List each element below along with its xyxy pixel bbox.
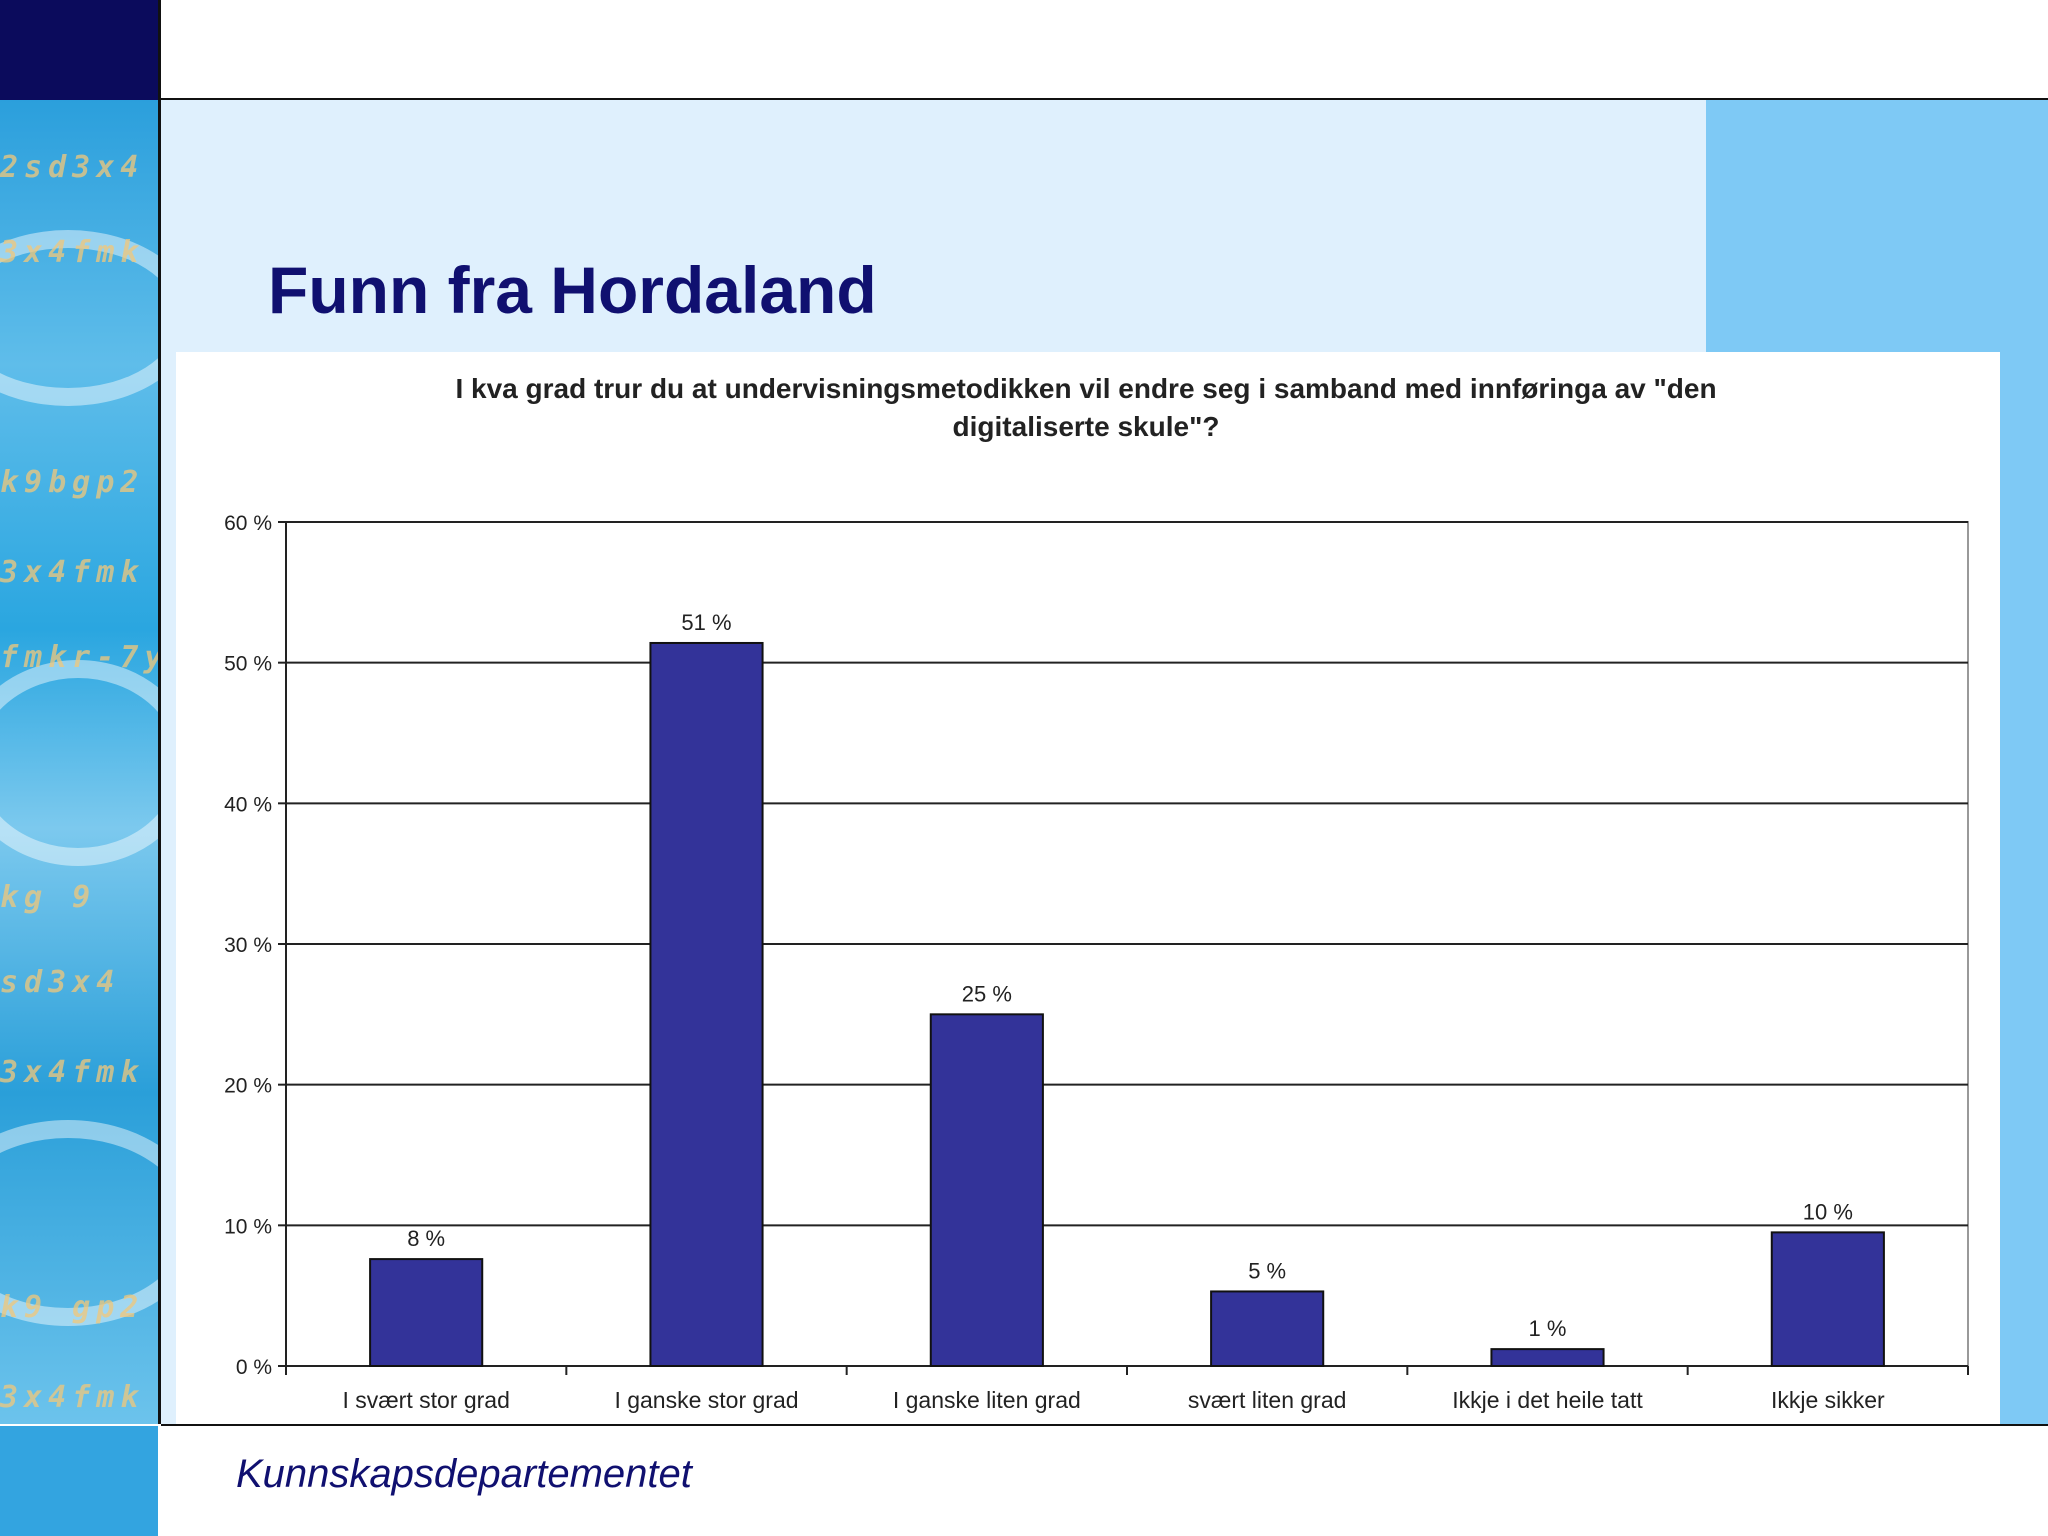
bar <box>929 1013 1044 1367</box>
x-tick-label: Ikkje i det heile tatt <box>1452 1387 1643 1413</box>
x-tick-label: svært liten grad <box>1188 1387 1347 1413</box>
chart-title-line-1: I kva grad trur du at undervisningsmetod… <box>455 373 1716 404</box>
chart-title-line-2: digitaliserte skule"? <box>953 411 1220 442</box>
y-tick-label: 50 % <box>224 653 272 676</box>
y-tick-label: 30 % <box>224 934 272 957</box>
decorative-strip-text: 3x4fmk <box>0 1055 145 1090</box>
y-tick-label: 10 % <box>224 1215 272 1238</box>
footer-band <box>0 1424 2048 1536</box>
x-tick-label: I svært stor grad <box>342 1387 509 1413</box>
data-label: 10 % <box>1803 1199 1853 1224</box>
data-label: 8 % <box>407 1226 445 1251</box>
bar <box>1490 1348 1605 1367</box>
x-tick-label: Ikkje sikker <box>1771 1387 1885 1413</box>
decorative-strip-text: 2sd3x4 <box>0 150 145 185</box>
decorative-side-strip: 2sd3x4 3x4fmk k9bgp2 3x4fmk fmkr-7y kg 9 sd3x4… <box>0 100 158 1424</box>
header-band <box>160 0 2048 98</box>
bar <box>1210 1290 1325 1367</box>
decorative-strip-text: 3x4fmk <box>0 555 145 590</box>
y-tick-label: 20 % <box>224 1075 272 1098</box>
footer-left-block <box>0 1426 158 1536</box>
y-tick-label: 40 % <box>224 793 272 816</box>
data-label: 1 % <box>1529 1316 1567 1341</box>
bar <box>1770 1231 1885 1367</box>
x-tick-label: I ganske liten grad <box>893 1387 1081 1413</box>
header-divider <box>160 98 2048 100</box>
footer-text: Kunnskapsdepartementet <box>236 1452 692 1496</box>
data-label: 5 % <box>1248 1258 1286 1283</box>
decorative-strip-text: 3x4fmk <box>0 1380 145 1415</box>
footer-divider <box>161 1424 2048 1426</box>
decorative-strip-text: k9bgp2 <box>0 465 145 500</box>
decorative-strip-text: k9 gp2 <box>0 1290 145 1325</box>
bar-chart: I kva grad trur du at undervisningsmetod… <box>224 373 1969 1413</box>
swirl-decoration <box>0 660 158 866</box>
bar <box>649 641 764 1367</box>
decorative-strip-text: kg 9 <box>0 880 97 915</box>
corner-block <box>0 0 160 100</box>
x-tick-label: I ganske stor grad <box>614 1387 798 1413</box>
y-tick-label: 0 % <box>236 1356 272 1379</box>
decorative-strip-text: fmkr-7y <box>0 640 158 675</box>
decorative-strip-text: 3x4fmk <box>0 235 145 270</box>
slide-title: Funn fra Hordaland <box>268 253 877 327</box>
decorative-strip-text: sd3x4 <box>0 965 121 1000</box>
data-label: 25 % <box>962 981 1012 1006</box>
y-tick-label: 60 % <box>224 512 272 535</box>
strip-separator <box>158 0 161 1536</box>
data-label: 51 % <box>681 610 731 635</box>
bar <box>369 1258 484 1367</box>
chart-container: I kva grad trur du at undervisningsmetod… <box>176 352 2000 1424</box>
